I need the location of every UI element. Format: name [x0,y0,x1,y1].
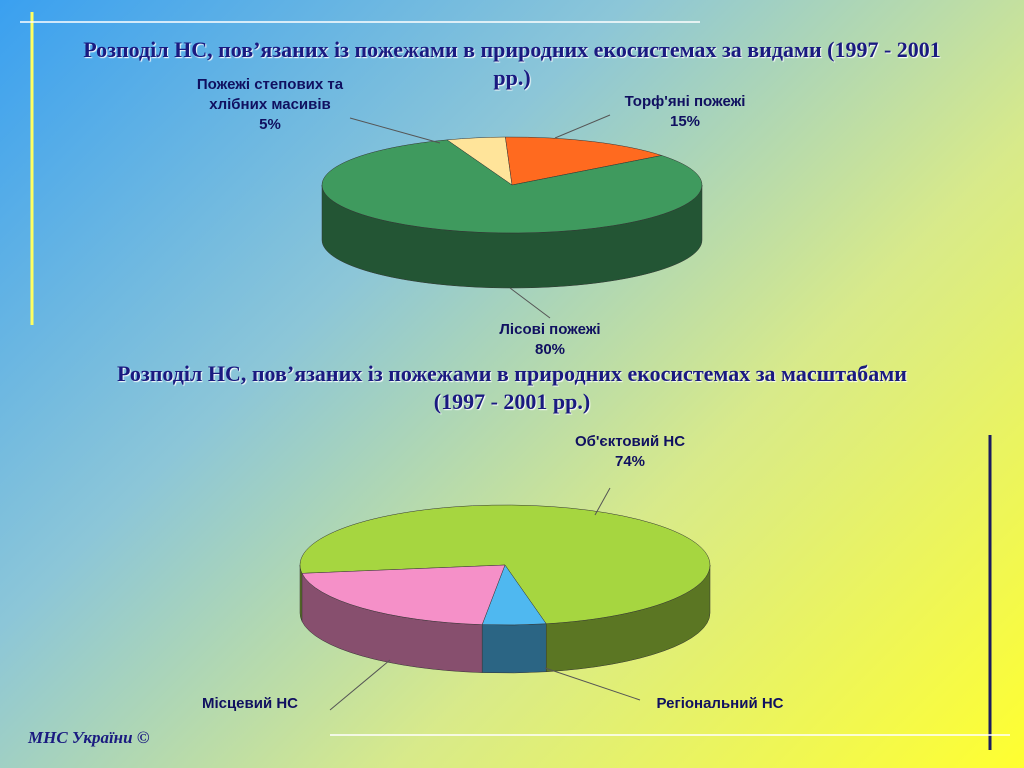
chart-title: Розподіл НС, пов’язаних із пожежами в пр… [83,37,941,90]
category-label: Пожежі степових та хлібних масивів [196,76,344,113]
leader-line [509,287,551,319]
category-label: Місцевий НС [201,695,299,712]
pie-slice [299,504,711,625]
category-label: Торф'яні пожежі [624,93,746,110]
data-label: Регіональний НС [610,694,830,714]
pie-slice [505,136,663,186]
data-label: Місцевий НС [150,694,350,714]
value-label: 80% [534,341,566,358]
pie-side [481,623,547,674]
value-label: 5% [259,116,281,133]
footer: МНС України © [28,728,150,747]
pie-slice [321,139,703,234]
leader-line [329,659,391,711]
data-label: Пожежі степових та хлібних масивів 5% [180,75,360,135]
data-label: Об'єктовий НС 74% [530,432,730,472]
category-label: Регіональний НС [656,695,784,712]
data-label: Торф'яні пожежі 15% [595,92,775,132]
pie-side [299,564,303,622]
leader-line [544,667,641,701]
leader-line [349,117,441,144]
data-label: Лісові пожежі 80% [470,320,630,360]
chart-title: Розподіл НС, пов’язаних із пожежами в пр… [117,361,907,414]
value-label: 74% [614,453,646,470]
leader-line [554,114,611,139]
category-label: Лісові пожежі [499,321,601,338]
leader-line [594,487,611,516]
category-label: Об'єктовий НС [574,433,686,450]
value-label: 15% [669,113,701,130]
pie-slice [301,564,506,625]
